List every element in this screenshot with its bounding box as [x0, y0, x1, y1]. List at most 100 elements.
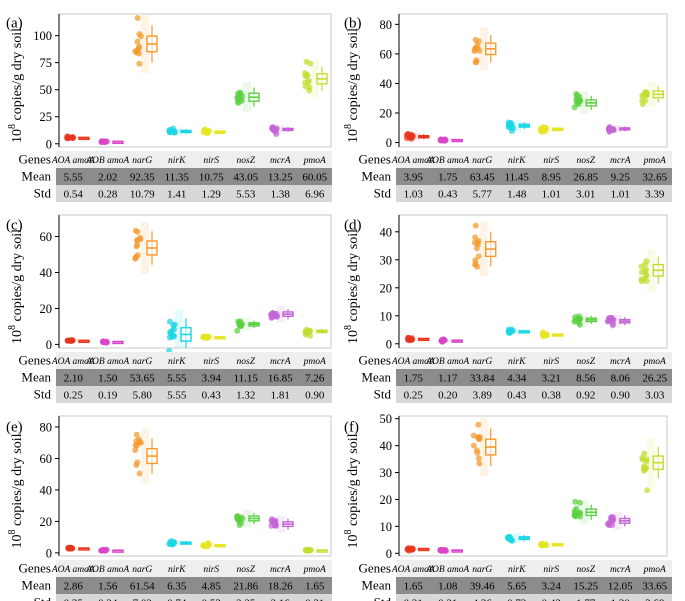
- y-label-unit: copies/g dry soil: [10, 433, 25, 529]
- density-strip: [141, 14, 149, 74]
- data-point: [133, 431, 140, 438]
- density-strip: [479, 27, 488, 71]
- y-tick-label: 40: [40, 483, 53, 497]
- data-point: [572, 498, 579, 505]
- gene-series-mcra: [268, 515, 294, 533]
- gene-name: AOB amoA: [85, 156, 129, 166]
- chart-panel-2: (b) 0 20 40 60 80 108 copies/g dry soil Genes Me…: [343, 13, 672, 202]
- mean-value: 1.75: [438, 172, 458, 184]
- gene-series-aob-amoa: [98, 138, 124, 146]
- gene-series-nirs: [537, 124, 564, 135]
- data-point: [307, 60, 314, 67]
- y-label-exponent: 8: [7, 530, 18, 535]
- mean-value: 5.65: [507, 581, 527, 593]
- data-point: [136, 439, 143, 446]
- gene-name: narG: [132, 357, 152, 367]
- std-value: 0.28: [98, 189, 118, 201]
- mean-value: 60.05: [302, 172, 327, 184]
- gene-series-nosz: [234, 509, 260, 529]
- stats-table: Genes Mean Std AOA amoA 1.65 0.21 AOB amoA 1.08…: [359, 560, 672, 601]
- data-point: [69, 134, 76, 141]
- genes-row-label: Genes: [19, 152, 52, 167]
- data-point: [132, 48, 139, 55]
- gene-series-aob-amoa: [99, 338, 124, 346]
- gene-name: narG: [472, 565, 492, 575]
- gene-series-pmoa: [639, 81, 664, 108]
- gene-name: nosZ: [237, 156, 256, 166]
- std-row-bg: [396, 185, 672, 202]
- y-tick-label: 75: [40, 56, 53, 70]
- std-value: 10.79: [130, 189, 155, 201]
- gene-series-aob-amoa: [437, 136, 463, 144]
- mean-value: 7.26: [305, 373, 325, 385]
- data-point: [134, 459, 141, 466]
- density-strip: [243, 82, 251, 113]
- y-tick-label: 50: [380, 412, 393, 426]
- mean-value: 10.75: [199, 172, 224, 184]
- density-strip: [546, 541, 555, 548]
- gene-series-mcra: [268, 305, 294, 323]
- std-value: 1.29: [202, 189, 222, 201]
- mean-value: 5.55: [167, 373, 187, 385]
- y-tick-label: 100: [33, 29, 52, 43]
- plot-frame: [398, 415, 668, 557]
- data-point: [509, 537, 516, 544]
- data-point: [273, 126, 280, 133]
- gene-name: nosZ: [577, 565, 596, 575]
- gene-series-nosz: [234, 318, 260, 334]
- stats-table: Genes Mean Std AOA amoA 2.86 0.35 AOB amoA 1.56…: [19, 560, 332, 601]
- data-point: [137, 33, 144, 40]
- data-point: [404, 131, 411, 138]
- mean-value: 39.46: [470, 581, 495, 593]
- stats-table: Genes Mean Std AOA amoA 1.75 0.25 AOB amoA 1.17…: [359, 352, 672, 403]
- y-tick-label: 0: [386, 337, 392, 351]
- mean-value: 4.34: [507, 373, 527, 385]
- data-point: [576, 315, 583, 322]
- gene-series-narg: [132, 428, 158, 484]
- mean-value: 2.10: [64, 373, 84, 385]
- mean-value: 61.54: [130, 581, 155, 593]
- genes-row-bg: [396, 151, 672, 168]
- gene-name: pmoA: [643, 357, 666, 367]
- gene-name: AOA amoA: [391, 565, 435, 575]
- mean-value: 3.21: [542, 373, 561, 385]
- density-strip: [613, 512, 622, 530]
- data-point: [406, 337, 413, 344]
- mean-row-bg: [56, 577, 332, 594]
- plot-frame: [58, 13, 332, 148]
- density-strip: [175, 309, 183, 348]
- data-point: [171, 129, 178, 136]
- density-strip: [107, 140, 115, 143]
- std-value: 3.68: [645, 598, 665, 601]
- mean-value: 3.94: [202, 373, 222, 385]
- gene-name: nirK: [508, 357, 526, 367]
- y-tick-label: 0: [386, 547, 392, 561]
- y-tick-label: 10: [380, 309, 393, 323]
- y-axis-label: 108 copies/g dry soil: [343, 229, 361, 344]
- density-strip: [311, 327, 319, 336]
- data-point: [440, 546, 447, 553]
- gene-name: AOB amoA: [85, 565, 129, 575]
- std-value: 1.01: [611, 189, 630, 201]
- std-value: 1.77: [576, 598, 596, 601]
- mean-value: 43.05: [233, 172, 258, 184]
- std-value: 0.92: [576, 390, 595, 402]
- data-point: [132, 447, 139, 454]
- y-tick-label: 0: [386, 136, 392, 150]
- gene-name: pmoA: [643, 565, 666, 575]
- gene-name: nirK: [508, 156, 526, 166]
- gene-name: nirK: [168, 357, 186, 367]
- gene-name: AOB amoA: [425, 156, 469, 166]
- density-strip: [107, 340, 115, 343]
- data-point: [234, 327, 241, 334]
- y-tick-label: 40: [380, 225, 393, 239]
- std-value: 0.54: [64, 189, 84, 201]
- y-label-unit: copies/g dry soil: [10, 229, 25, 325]
- data-point: [236, 322, 243, 329]
- data-point: [641, 276, 648, 283]
- mean-value: 33.65: [642, 581, 667, 593]
- stats-table: Genes Mean Std AOA amoA 2.10 0.25 AOB amoA 1.50…: [19, 352, 332, 403]
- data-point: [576, 98, 583, 105]
- data-point: [134, 15, 141, 22]
- gene-series-nirs: [200, 539, 226, 550]
